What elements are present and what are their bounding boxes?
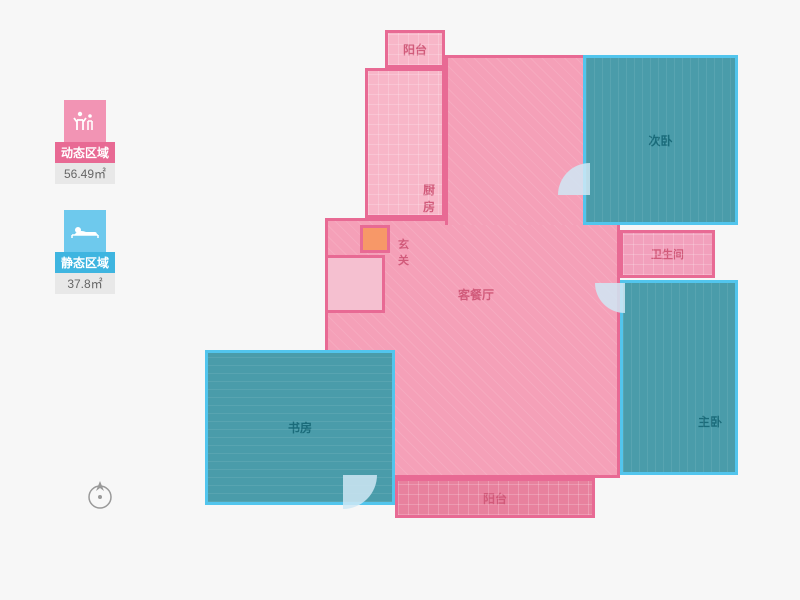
sleep-icon — [64, 210, 106, 252]
people-icon — [64, 100, 106, 142]
room-balcony-bot: 阳台 — [395, 478, 595, 518]
legend-dynamic: 动态区域 56.49㎡ — [55, 100, 115, 184]
room-bedroom2: 次卧 — [583, 55, 738, 225]
room-label-bedroom2: 次卧 — [648, 132, 672, 149]
room-label-kitchen: 厨房 — [423, 181, 442, 215]
room-bathroom: 卫生间 — [620, 230, 715, 278]
legend-static-value: 37.8㎡ — [55, 273, 115, 294]
room-kitchen: 厨房 — [365, 68, 445, 218]
legend-dynamic-title: 动态区域 — [55, 142, 115, 163]
room-foyer: 玄关 — [360, 225, 390, 253]
room-label-balcony-top: 阳台 — [403, 41, 427, 58]
compass-icon — [80, 475, 120, 515]
room-label-living: 客餐厅 — [458, 286, 494, 303]
legend-static: 静态区域 37.8㎡ — [55, 210, 115, 294]
room-entry-strip — [325, 255, 385, 313]
room-bedroom1: 主卧 — [620, 280, 738, 475]
legend-dynamic-value: 56.49㎡ — [55, 163, 115, 184]
room-label-foyer: 玄关 — [398, 236, 409, 268]
room-label-bathroom: 卫生间 — [651, 246, 684, 262]
room-balcony-top: 阳台 — [385, 30, 445, 68]
room-label-balcony-bot: 阳台 — [483, 490, 507, 507]
room-label-study: 书房 — [288, 419, 312, 436]
room-label-bedroom1: 主卧 — [698, 413, 722, 430]
legend-static-title: 静态区域 — [55, 252, 115, 273]
floorplan: 阳台厨房客餐厅玄关卫生间次卧主卧书房阳台 — [200, 30, 740, 550]
